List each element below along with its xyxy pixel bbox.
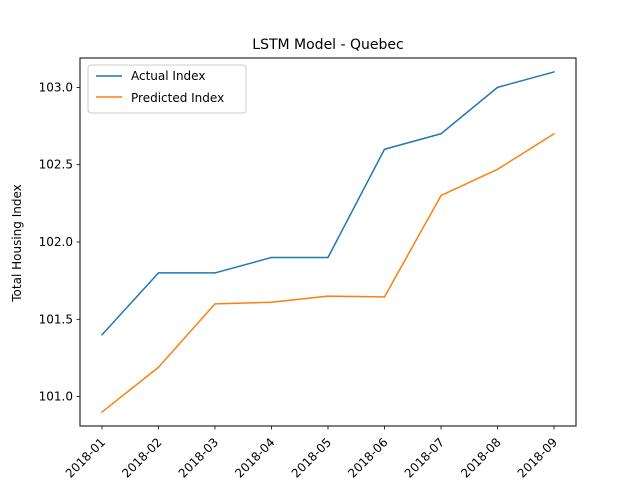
data-point xyxy=(496,86,499,89)
data-point xyxy=(383,148,386,150)
data-point xyxy=(101,334,103,336)
data-point xyxy=(214,303,216,305)
legend-box xyxy=(87,64,247,114)
plot-frame xyxy=(79,57,577,427)
data-point xyxy=(214,272,216,274)
data-point xyxy=(327,295,329,297)
data-point xyxy=(101,411,103,413)
legend-label-predicted: Predicted Index xyxy=(131,91,224,105)
data-point xyxy=(270,256,273,259)
data-point xyxy=(383,296,386,298)
y-tick-label: 101.5 xyxy=(39,312,73,326)
data-point xyxy=(440,194,442,197)
y-tick-label: 101.0 xyxy=(39,390,73,404)
data-point xyxy=(157,272,160,274)
data-point xyxy=(553,133,555,135)
data-point xyxy=(553,71,555,73)
y-tick-label: 102.5 xyxy=(39,158,73,172)
data-point xyxy=(270,301,273,304)
data-point xyxy=(327,256,329,259)
chart-title: LSTM Model - Quebec xyxy=(252,37,403,53)
legend-label-actual: Actual Index xyxy=(131,69,205,83)
data-point xyxy=(157,366,160,368)
data-point xyxy=(440,133,442,135)
data-point xyxy=(496,168,499,171)
legend: Actual Index Predicted Index xyxy=(87,64,247,114)
y-tick-label: 103.0 xyxy=(39,80,73,94)
y-axis-label: Total Housing Index xyxy=(10,184,24,302)
y-tick-label: 102.0 xyxy=(39,235,73,249)
